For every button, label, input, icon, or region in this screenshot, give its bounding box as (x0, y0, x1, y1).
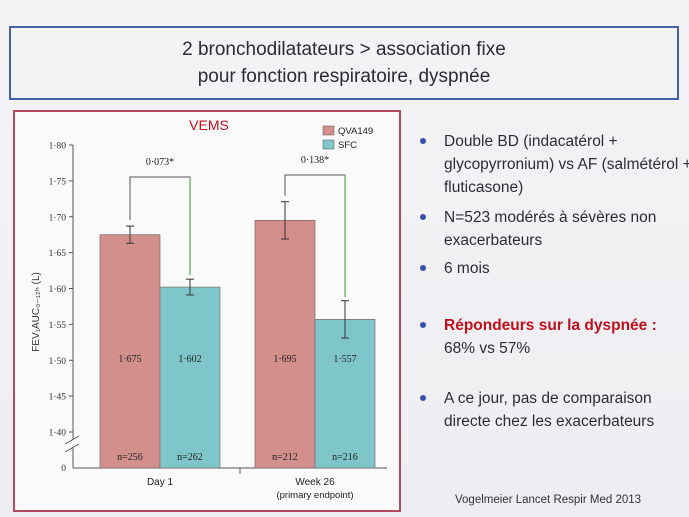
difference-label: 0·138* (301, 155, 329, 166)
bar-qva149-1 (99, 234, 161, 469)
axis-break-mark (64, 443, 80, 453)
chart-title: VEMS (189, 117, 229, 133)
difference-label: 0·073* (146, 157, 174, 168)
y-tick-label: 1·70 (49, 213, 67, 223)
bar-n-label: n=262 (177, 452, 203, 463)
legend-label: SFC (338, 140, 357, 151)
y-tick-label: 1·75 (49, 177, 67, 187)
bullet-dot-icon (420, 138, 426, 144)
legend-label: QVA149 (338, 126, 373, 137)
bullet-text: A ce jour, pas de comparaison directe ch… (444, 390, 655, 430)
axis-break-mark (64, 435, 80, 445)
x-tick-label: Day 1 (147, 477, 174, 488)
x-tick-sublabel: (primary endpoint) (276, 490, 353, 501)
bullet-dot-icon (420, 322, 426, 328)
bar-n-label: n=212 (272, 452, 298, 463)
bullet-dot-icon (420, 214, 426, 220)
bar-value-label: 1·602 (178, 354, 201, 365)
bullet-text: 68% vs 57% (444, 340, 531, 357)
y-tick-label: 1·65 (49, 249, 67, 259)
bullet-highlight: Répondeurs sur la dyspnée : (444, 317, 657, 334)
bullet-text: 6 mois (444, 260, 490, 277)
slide-title-line2: pour fonction respiratoire, dyspnée (197, 66, 491, 87)
legend-swatch (322, 125, 335, 136)
y-tick-label: 1·50 (49, 357, 67, 367)
bar-qva149-2 (254, 219, 316, 469)
y-tick-label: 1·80 (49, 142, 67, 152)
x-tick-label: Week 26 (295, 477, 335, 488)
bullet-text: N=523 modérés à sévères non exacerbateur… (444, 209, 657, 249)
bar-n-label: n=216 (332, 452, 358, 463)
y-axis-label: FEV₁AUC₀₋₁₂ₕ (L) (31, 272, 42, 352)
legend-swatch (322, 139, 335, 150)
bullet-text-wrap: Répondeurs sur la dyspnée : 68% vs 57% (444, 314, 689, 360)
bar-sfc-2 (314, 319, 376, 469)
slide-title-line1: 2 bronchodilatateurs > association fixe (182, 39, 506, 60)
bar-value-label: 1·675 (118, 354, 141, 365)
chart-frame: VEMS 1·40 1·45 1·50 1·55 1·60 1·65 1·70 1·75 1·80… (13, 110, 401, 512)
y-tick-label: 1·40 (49, 429, 67, 439)
bullet-dot-icon (420, 395, 426, 401)
bar-value-label: 1·695 (273, 354, 296, 365)
y-zero-label: 0 (61, 464, 66, 474)
bar-n-label: n=256 (117, 452, 143, 463)
bar-value-label: 1·557 (333, 354, 356, 365)
y-tick-label: 1·55 (49, 321, 67, 331)
bar-sfc-1 (159, 286, 221, 469)
bullet-text: Double BD (indacatérol + glycopyrronium)… (444, 133, 689, 196)
source-citation: Vogelmeier Lancet Respir Med 2013 (455, 494, 642, 506)
y-tick-label: 1·60 (49, 285, 67, 295)
slide-title: 2 bronchodilatateurs > association fixe … (9, 26, 679, 100)
y-tick-label: 1·45 (49, 393, 67, 403)
bar-chart: VEMS 1·40 1·45 1·50 1·55 1·60 1·65 1·70 1·75 1·80… (31, 117, 387, 501)
bullet-dot-icon (420, 265, 426, 271)
